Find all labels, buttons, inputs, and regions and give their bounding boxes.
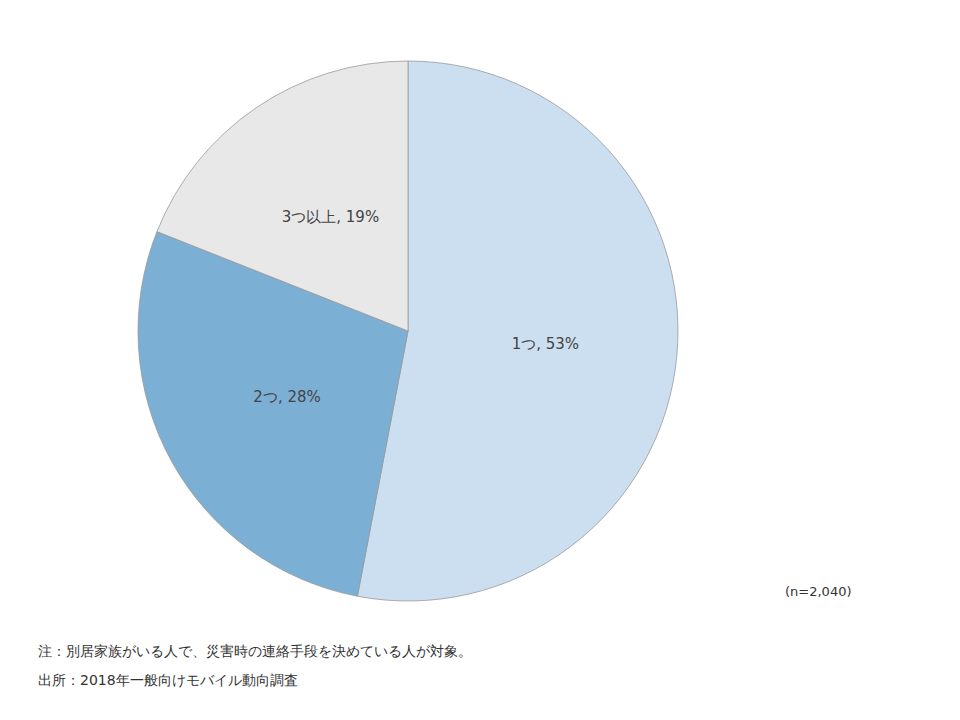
svg-text:出所：2018年一般向けモバイル動向調査: 出所：2018年一般向けモバイル動向調査 xyxy=(38,672,298,688)
svg-text:2つ, 28%: 2つ, 28% xyxy=(253,388,320,406)
svg-text:注：別居家族がいる人で、災害時の連絡手段を決めている人が対象: 注：別居家族がいる人で、災害時の連絡手段を決めている人が対象。 xyxy=(38,643,472,659)
svg-text:1つ, 53%: 1つ, 53% xyxy=(512,335,579,353)
svg-text:(n=2,040): (n=2,040) xyxy=(785,584,852,599)
svg-text:3つ以上, 19%: 3つ以上, 19% xyxy=(282,208,379,226)
